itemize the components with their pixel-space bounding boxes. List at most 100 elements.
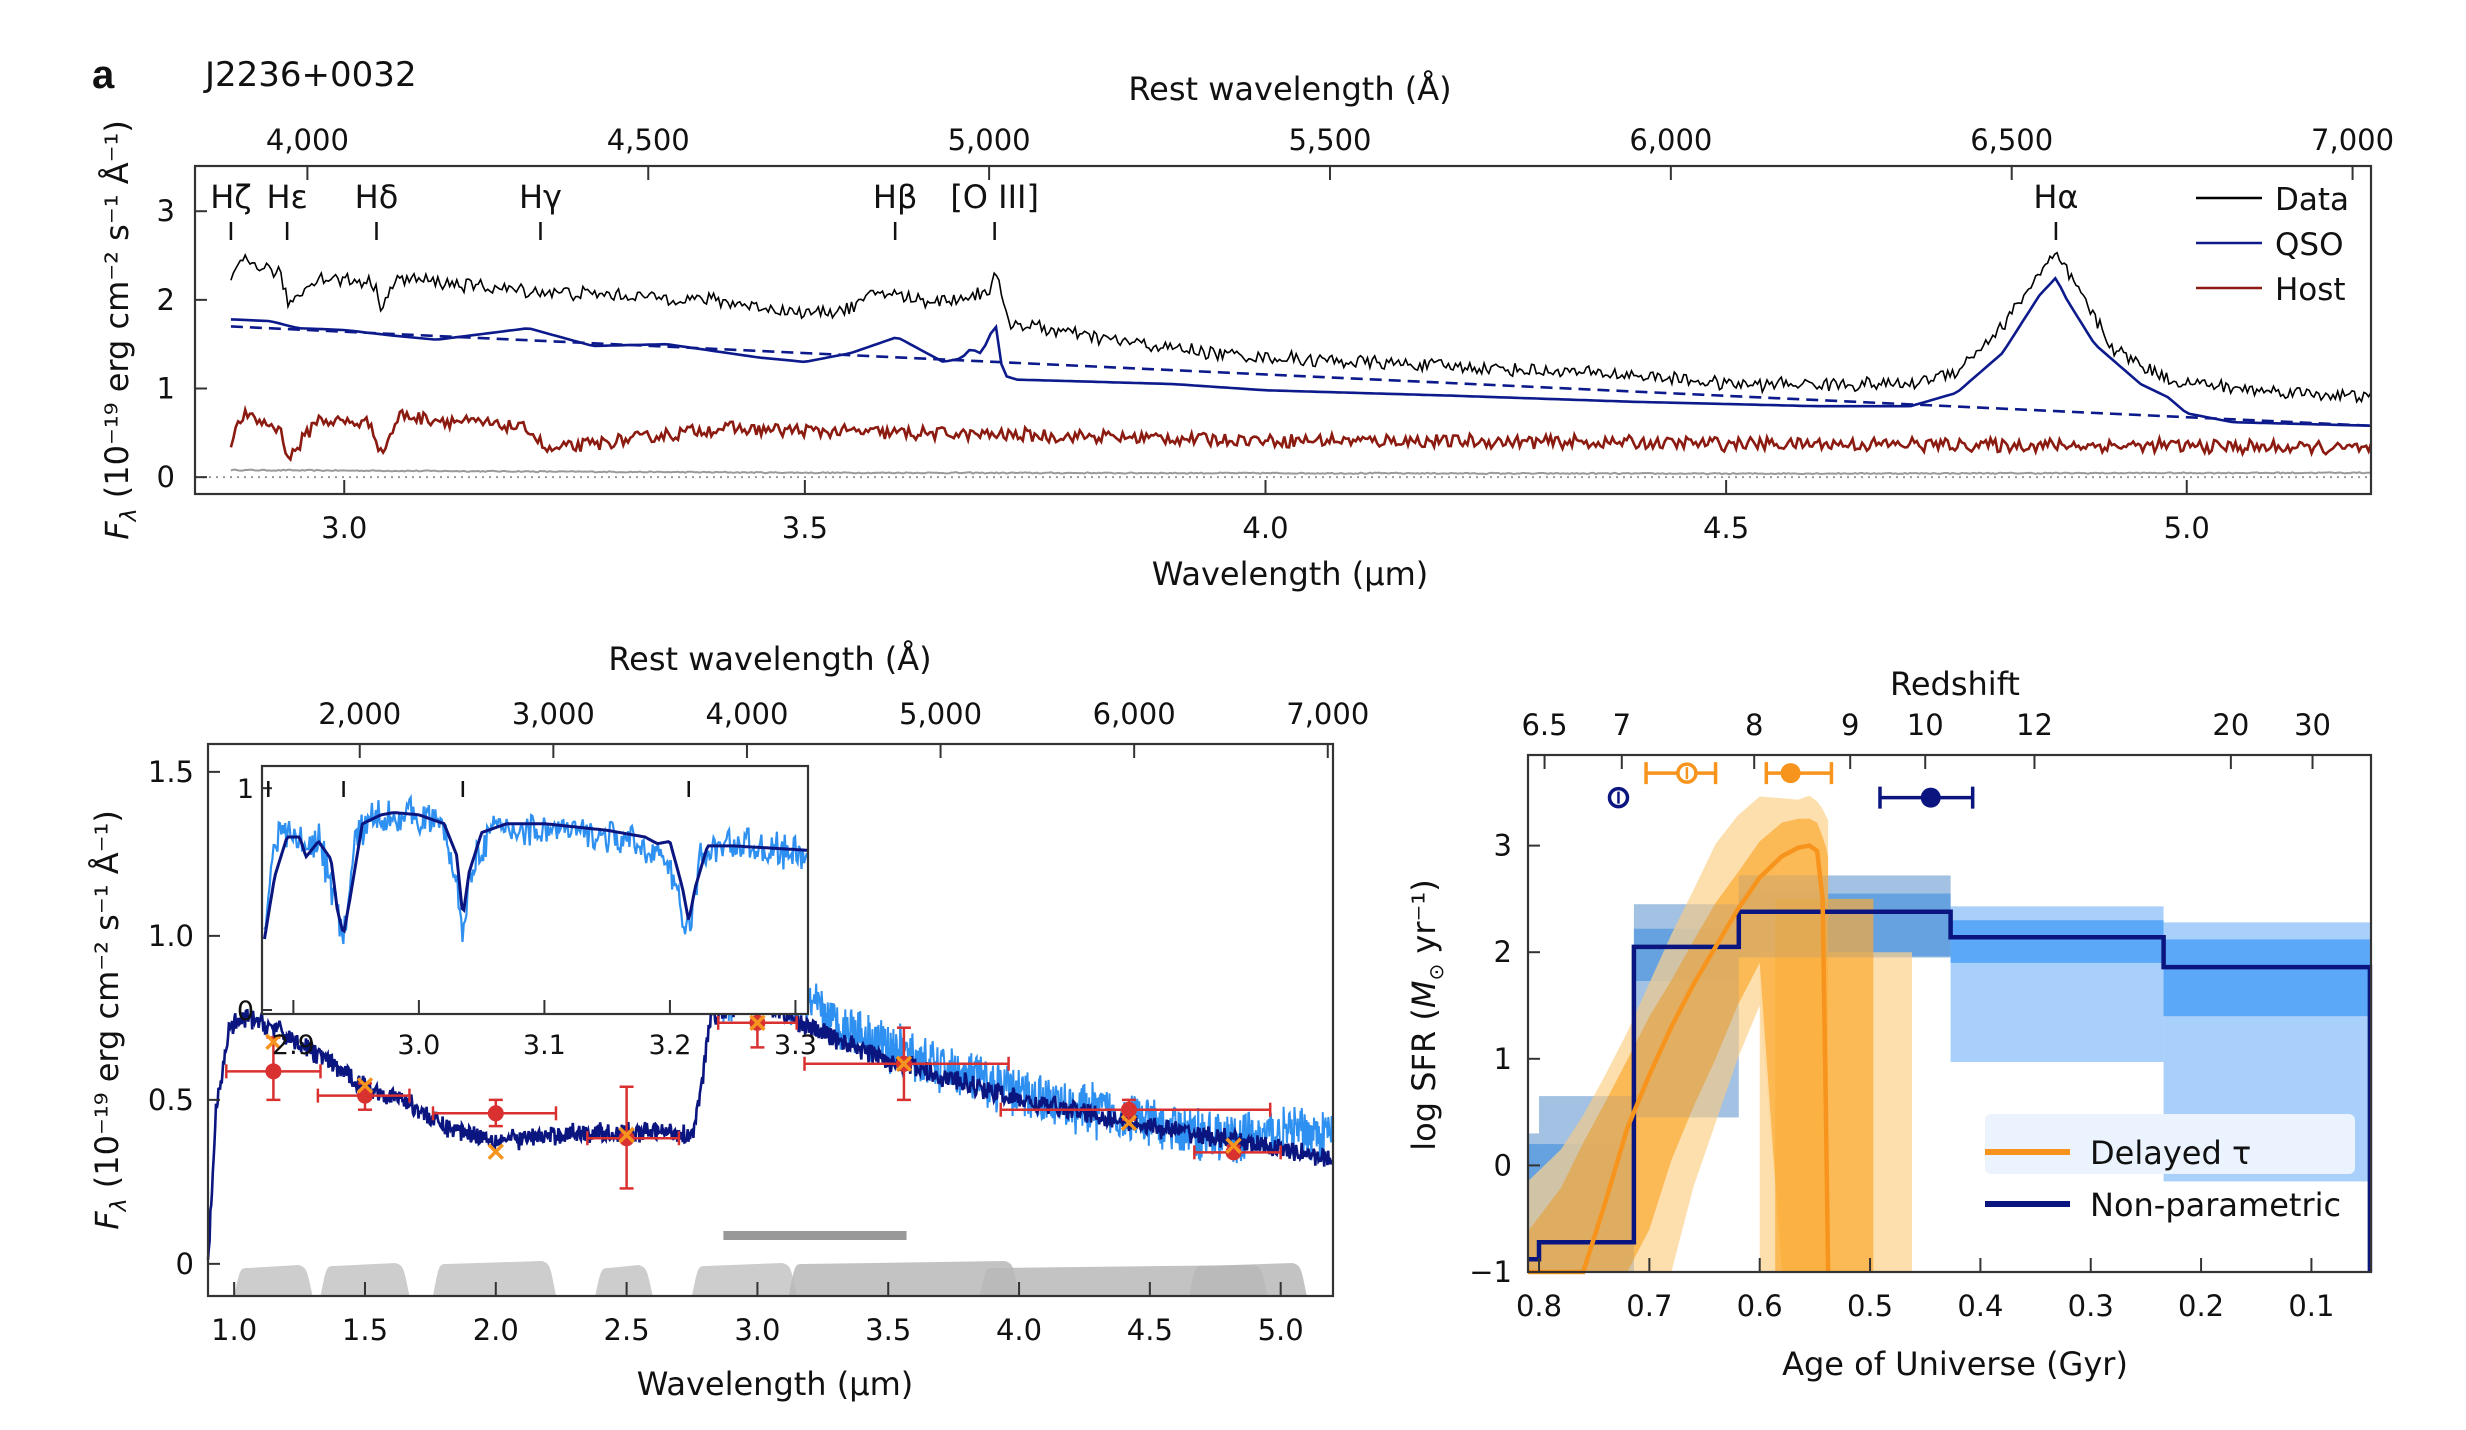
series-qso-continuum [231, 326, 2371, 425]
y-tick-label: 0.5 [148, 1083, 194, 1117]
x-tick-label: 5.0 [2164, 511, 2210, 545]
top-rest-wavelength-title: Rest wavelength (Å) [1128, 70, 1451, 108]
figure: a J2236+0032 Rest wavelength (Å) 3.0 3.5 4… [0, 0, 2466, 1430]
top-x-tick-label: 5,000 [948, 123, 1031, 157]
nonparam-inner-band [1951, 920, 2164, 963]
inset-x-tick-label: 3.2 [648, 1030, 691, 1061]
y-tick-label: 0 [157, 460, 175, 494]
top-x-tick-label: 10 [1907, 708, 1944, 742]
top-x-tick-label: 3,000 [512, 697, 595, 731]
overlap-shade [1539, 1096, 1634, 1272]
line-marker-label: Hδ [355, 178, 399, 216]
sed-ylabel-symbol: F [88, 1211, 126, 1230]
top-x-tick-label: 4,500 [607, 123, 690, 157]
y-tick-label: 1.0 [148, 919, 194, 953]
top-ylabel-units: (10⁻¹⁹ erg cm⁻² s⁻¹ Å⁻¹) [98, 120, 136, 508]
sfh-xlabel: Age of Universe (Gyr) [1782, 1345, 2128, 1383]
x-tick-label: 4.5 [1127, 1313, 1173, 1347]
x-tick-label: 1.0 [211, 1313, 257, 1347]
inset-x-tick-label: 3.0 [397, 1030, 440, 1061]
top-x-tick-label: 9 [1841, 708, 1859, 742]
x-tick-label: 4.5 [1703, 511, 1749, 545]
sed-ylabel-sub: λ [107, 1198, 132, 1212]
y-tick-label: 2 [1494, 935, 1512, 969]
y-tick-label: 3 [157, 194, 175, 228]
panel-label: a [92, 53, 115, 97]
legend-label: Delayed τ [2090, 1134, 2251, 1172]
x-tick-label: 0.2 [2178, 1289, 2224, 1323]
series-error [231, 470, 2371, 475]
formation-redshift-marker [1646, 762, 1716, 784]
series-observed-spectrum [723, 962, 1333, 1163]
x-tick-label: 3.0 [321, 511, 367, 545]
line-marker-label: Hζ [210, 178, 251, 216]
top-x-tick-label: 7,000 [2311, 123, 2394, 157]
x-tick-label: 3.0 [734, 1313, 780, 1347]
top-x-tick-label: 7 [1613, 708, 1631, 742]
sfh-ylabel: log SFR (M⊙ yr⁻¹) [1405, 879, 1448, 1150]
filter-curve [692, 1263, 797, 1296]
line-marker-label: Hβ [873, 178, 917, 216]
series-qso [231, 278, 2371, 425]
marker-filled-circle [1781, 763, 1801, 783]
top-x-tick-label: 30 [2294, 708, 2331, 742]
y-tick-label: 0 [1494, 1148, 1512, 1182]
sfh-ylabel-units: yr⁻¹) [1405, 879, 1443, 963]
inset-x-tick-label: 3.1 [523, 1030, 566, 1061]
top-x-tick-label: 20 [2212, 708, 2249, 742]
top-xlabel: Wavelength (µm) [1152, 555, 1429, 593]
line-marker-label: Hγ [519, 178, 562, 216]
formation-redshift-marker [1609, 789, 1627, 807]
top-x-tick-label: 2,000 [318, 697, 401, 731]
top-x-tick-label: 4,000 [266, 123, 349, 157]
sfh-ylabel-main: log SFR ( [1405, 1008, 1443, 1151]
line-marker-label: Hε [266, 178, 307, 216]
x-tick-label: 0.1 [2288, 1289, 2334, 1323]
line-marker-label: Hα [2033, 178, 2078, 216]
y-tick-label: 1 [1494, 1042, 1512, 1076]
x-tick-label: 1.5 [342, 1313, 388, 1347]
y-tick-label: 1.5 [148, 755, 194, 789]
sfh-ylabel-symbol: M [1405, 981, 1443, 1009]
x-tick-label: 3.5 [782, 511, 828, 545]
y-tick-label: −1 [1469, 1255, 1512, 1289]
nonparam-inner-band [2164, 939, 2370, 1016]
sed-rest-wavelength-title: Rest wavelength (Å) [608, 640, 931, 678]
x-tick-label: 3.5 [865, 1313, 911, 1347]
top-x-tick-label: 6,500 [1970, 123, 2053, 157]
x-tick-label: 4.0 [1242, 511, 1288, 545]
top-x-tick-label: 12 [2016, 708, 2053, 742]
top-x-tick-label: 7,000 [1286, 697, 1369, 731]
legend-label: QSO [2275, 227, 2343, 263]
sed-inset: 2.9 3.0 3.1 3.2 3.3 0 1 [237, 766, 817, 1061]
filter-curve [234, 1265, 312, 1296]
photometry-point [587, 1087, 679, 1189]
top-spectrum-panel: Rest wavelength (Å) 3.0 3.5 4.0 4.5 5.0 0 1 2 3 4… [98, 70, 2394, 593]
marker-filled-circle [1921, 788, 1941, 808]
top-x-tick-label: 8 [1745, 708, 1763, 742]
y-tick-label: 0 [176, 1247, 194, 1281]
overlap-shade [1739, 875, 1951, 957]
x-tick-label: 5.0 [1258, 1313, 1304, 1347]
legend-label: Data [2275, 182, 2349, 218]
formation-redshift-marker [1880, 787, 1973, 809]
series-data [231, 253, 2371, 402]
inset-x-tick-label: 2.9 [272, 1030, 315, 1061]
sed-ylabel: Fλ (10⁻¹⁹ erg cm⁻² s⁻¹ Å⁻¹) [88, 810, 132, 1230]
x-tick-label: 0.6 [1737, 1289, 1783, 1323]
sed-xlabel: Wavelength (µm) [637, 1365, 914, 1403]
sfh-panel: Redshift 0.8 0.7 0.6 0.5 0.4 0.3 0.2 0.1−101236… [1405, 665, 2371, 1383]
filter-curve [595, 1265, 653, 1296]
legend-label: Host [2275, 272, 2346, 308]
top-plot-area [195, 253, 2371, 477]
y-tick-label: 3 [1494, 829, 1512, 863]
inset-y-tick-label: 0 [237, 996, 254, 1027]
top-x-tick-label: 5,500 [1288, 123, 1371, 157]
top-ylabel-symbol: F [98, 521, 136, 540]
top-ylabel-sub: λ [117, 508, 142, 522]
y-tick-label: 1 [157, 372, 175, 406]
x-tick-label: 2.0 [473, 1313, 519, 1347]
filter-curve [1189, 1263, 1307, 1296]
top-x-tick-label: 4,000 [705, 697, 788, 731]
top-x-tick-label: 6,000 [1093, 697, 1176, 731]
